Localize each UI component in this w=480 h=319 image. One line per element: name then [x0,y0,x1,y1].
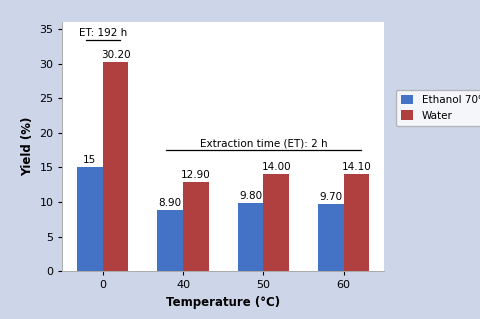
Text: Extraction time (ET): 2 h: Extraction time (ET): 2 h [200,139,327,149]
Y-axis label: Yield (%): Yield (%) [21,117,34,176]
Legend: Ethanol 70%, Water: Ethanol 70%, Water [396,90,480,126]
X-axis label: Temperature (°C): Temperature (°C) [166,296,280,309]
Text: 9.80: 9.80 [239,191,262,201]
Text: 9.70: 9.70 [319,192,342,202]
Bar [318,204,344,271]
Text: ET: 192 h: ET: 192 h [79,28,127,38]
Bar [183,182,209,271]
Text: 12.90: 12.90 [181,170,211,180]
Text: 15: 15 [83,155,96,165]
Bar [103,63,129,271]
Bar [238,204,264,271]
Bar [77,167,103,271]
Text: 30.20: 30.20 [101,50,131,60]
Bar [157,210,183,271]
Bar [344,174,370,271]
Text: 8.90: 8.90 [158,197,182,208]
Text: 14.00: 14.00 [262,162,291,172]
Bar [264,174,289,271]
Text: 14.10: 14.10 [342,162,372,172]
